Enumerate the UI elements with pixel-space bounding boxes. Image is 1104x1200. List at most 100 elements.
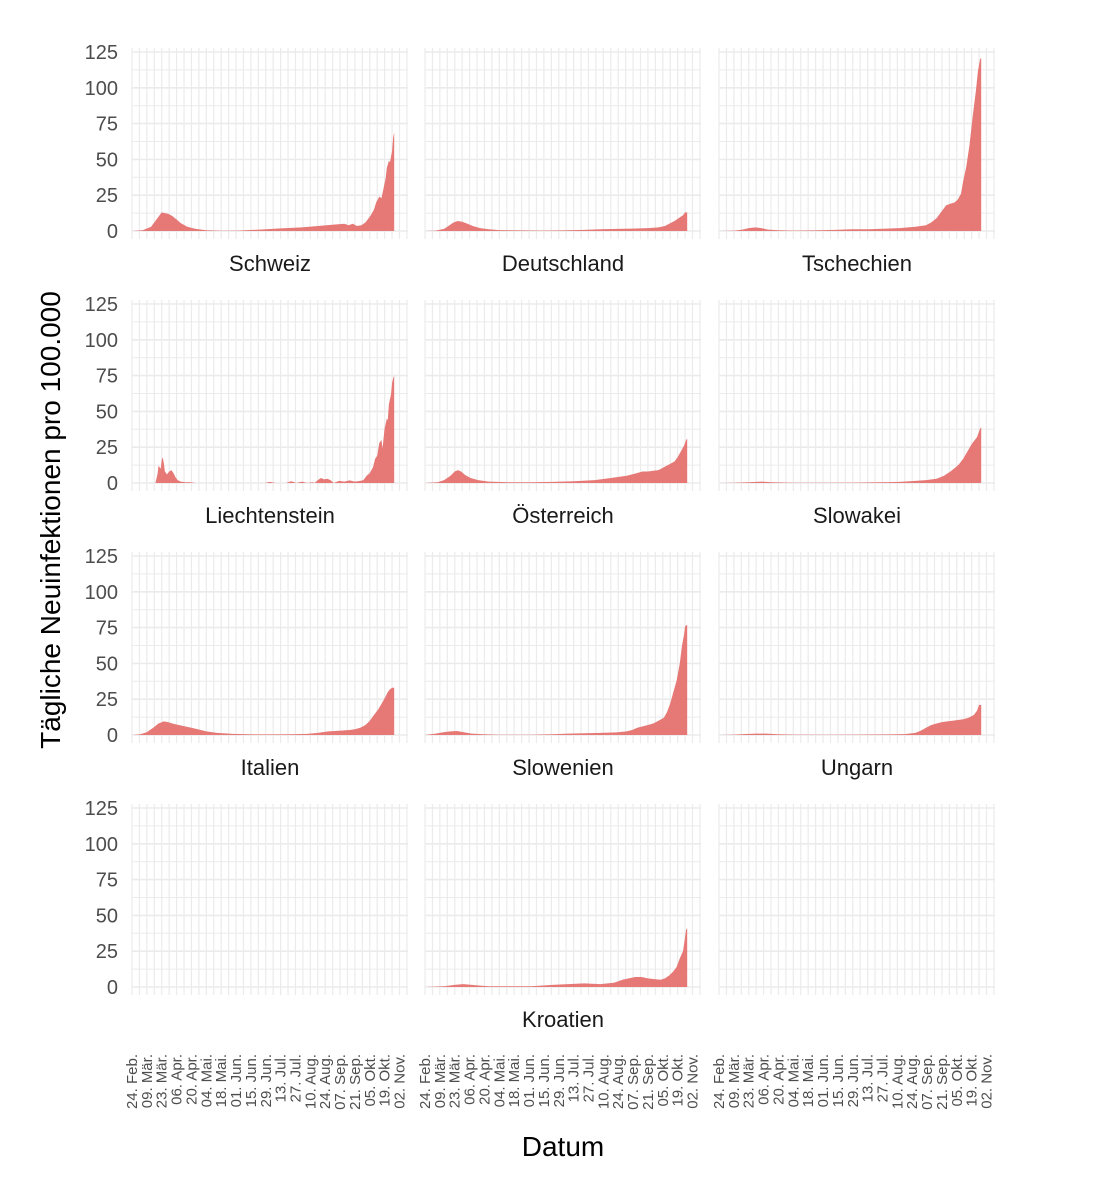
- x-tick-label: 27. Jul.: [287, 1054, 304, 1102]
- x-tick-label: 07. Sep.: [332, 1054, 349, 1110]
- y-tick-label: 100: [85, 78, 118, 100]
- x-tick-label: 20. Apr.: [770, 1054, 787, 1105]
- area-series: [719, 57, 982, 232]
- y-tick-label: 100: [85, 834, 118, 856]
- x-tick-label: 18. Mai.: [506, 1054, 523, 1107]
- y-tick-label: 100: [85, 582, 118, 604]
- y-tick-label: 25: [96, 941, 118, 963]
- x-tick-label: 21. Sep.: [934, 1054, 951, 1110]
- x-tick-label: 23. Mär.: [154, 1054, 171, 1108]
- x-tick-label: 24. Aug.: [317, 1054, 334, 1109]
- x-tick-label: 10. Aug.: [302, 1054, 319, 1109]
- y-tick-label: 50: [96, 149, 118, 171]
- panel-title: Tschechien: [802, 251, 912, 276]
- x-tick-label: 09. Mär.: [432, 1054, 449, 1108]
- x-tick-label: 27. Jul.: [580, 1054, 597, 1102]
- x-tick-label: 23. Mär.: [447, 1054, 464, 1108]
- area-series: [719, 427, 982, 483]
- x-tick-label: 24. Aug.: [610, 1054, 627, 1109]
- x-tick-label: 10. Aug.: [595, 1054, 612, 1109]
- x-tick-label: 04. Mai.: [198, 1054, 215, 1107]
- x-tick-label: 29. Jun.: [551, 1054, 568, 1107]
- panel-10: 0 25 50 75 100 125 24. Feb.09. Mär.23. Mär.06.…: [85, 798, 409, 1110]
- x-tick-label: 02. Nov.: [392, 1054, 409, 1109]
- x-tick-label: 24. Aug.: [904, 1054, 921, 1109]
- y-tick-label: 125: [85, 42, 118, 64]
- y-tick-label: 75: [96, 870, 118, 892]
- x-tick-label: 19. Okt.: [377, 1054, 394, 1107]
- y-tick-label: 50: [96, 905, 118, 927]
- y-tick-label: 0: [107, 473, 118, 495]
- x-tick-label: 19. Okt.: [964, 1054, 981, 1107]
- y-tick-label: 50: [96, 653, 118, 675]
- y-tick-label: 100: [85, 330, 118, 352]
- area-series: [425, 624, 688, 735]
- x-tick-label: 02. Nov.: [685, 1054, 702, 1109]
- x-tick-label: 09. Mär.: [726, 1054, 743, 1108]
- x-tick-label: 01. Jun.: [228, 1054, 245, 1107]
- x-tick-label: 07. Sep.: [625, 1054, 642, 1110]
- panel-title: Slowenien: [512, 755, 614, 780]
- x-tick-label: 23. Mär.: [741, 1054, 758, 1108]
- panel-12: 24. Feb.09. Mär.23. Mär.06. Apr.20. Apr.…: [711, 804, 996, 1110]
- panel-title: Italien: [241, 755, 300, 780]
- panel-5: Österreich: [424, 300, 701, 528]
- x-tick-label: 15. Jun.: [536, 1054, 553, 1107]
- x-tick-label: 29. Jun.: [845, 1054, 862, 1107]
- x-tick-label: 21. Sep.: [347, 1054, 364, 1110]
- panel-6: Slowakei: [718, 300, 995, 528]
- y-tick-label: 25: [96, 437, 118, 459]
- y-tick-label: 75: [96, 618, 118, 640]
- panel-3: Tschechien: [718, 48, 995, 276]
- x-tick-label: 06. Apr.: [169, 1054, 186, 1105]
- panel-title: Schweiz: [229, 251, 311, 276]
- x-tick-label: 01. Jun.: [815, 1054, 832, 1107]
- panel-2: Deutschland: [424, 48, 701, 276]
- x-tick-label: 15. Jun.: [243, 1054, 260, 1107]
- area-series: [132, 375, 395, 483]
- x-tick-label: 05. Okt.: [362, 1054, 379, 1107]
- y-axis-title: Tägliche Neuinfektionen pro 100.000: [35, 291, 66, 749]
- y-tick-label: 75: [96, 114, 118, 136]
- panel-8: Slowenien: [424, 552, 701, 780]
- y-tick-label: 125: [85, 546, 118, 568]
- y-tick-label: 25: [96, 185, 118, 207]
- panel-1: 0 25 50 75 100 125 Schweiz: [85, 42, 408, 276]
- x-tick-label: 01. Jun.: [521, 1054, 538, 1107]
- area-series: [425, 928, 688, 987]
- y-tick-label: 125: [85, 798, 118, 820]
- x-tick-label: 18. Mai.: [213, 1054, 230, 1107]
- x-tick-label: 24. Feb.: [417, 1054, 434, 1109]
- area-series: [719, 704, 982, 735]
- x-tick-label: 24. Feb.: [124, 1054, 141, 1109]
- panel-title: Kroatien: [522, 1007, 604, 1032]
- area-series: [425, 438, 688, 483]
- x-tick-label: 09. Mär.: [139, 1054, 156, 1108]
- x-tick-label: 13. Jul.: [566, 1054, 583, 1102]
- x-tick-label: 13. Jul.: [860, 1054, 877, 1102]
- x-tick-label: 06. Apr.: [756, 1054, 773, 1105]
- area-series: [132, 687, 395, 735]
- x-tick-label: 27. Jul.: [874, 1054, 891, 1102]
- x-tick-label: 04. Mai.: [785, 1054, 802, 1107]
- y-tick-label: 125: [85, 294, 118, 316]
- x-tick-label: 07. Sep.: [919, 1054, 936, 1110]
- panel-title: Österreich: [512, 503, 613, 528]
- panel-7: 0 25 50 75 100 125 Italien: [85, 546, 408, 780]
- x-tick-label: 20. Apr.: [183, 1054, 200, 1105]
- y-tick-label: 0: [107, 725, 118, 747]
- x-tick-label: 15. Jun.: [830, 1054, 847, 1107]
- x-tick-label: 05. Okt.: [949, 1054, 966, 1107]
- panel-11: Kroatien 24. Feb.09. Mär.23. Mär.06. Apr.…: [417, 804, 702, 1110]
- y-tick-label: 0: [107, 221, 118, 243]
- x-tick-label: 29. Jun.: [258, 1054, 275, 1107]
- x-tick-label: 20. Apr.: [476, 1054, 493, 1105]
- x-tick-label: 06. Apr.: [462, 1054, 479, 1105]
- x-tick-label: 04. Mai.: [491, 1054, 508, 1107]
- area-series: [132, 132, 395, 231]
- panel-title: Slowakei: [813, 503, 901, 528]
- x-axis-title: Datum: [522, 1131, 604, 1162]
- y-tick-label: 0: [107, 977, 118, 999]
- x-tick-label: 05. Okt.: [655, 1054, 672, 1107]
- panel-title: Deutschland: [502, 251, 624, 276]
